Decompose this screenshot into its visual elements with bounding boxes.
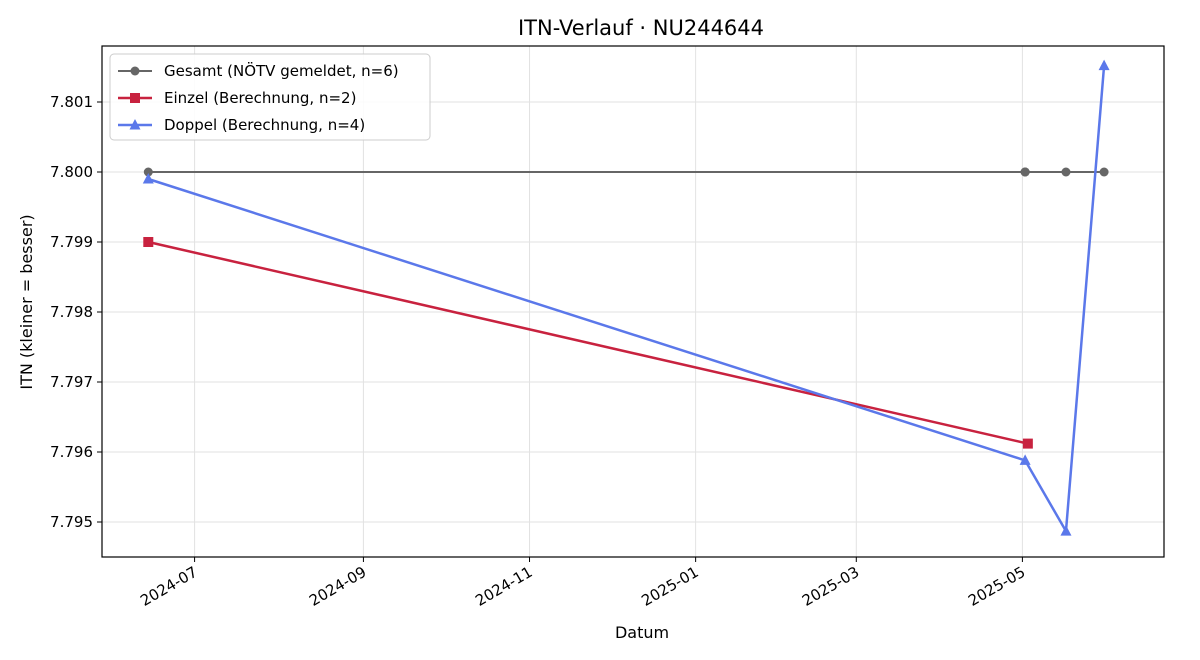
x-tick-label: 2025-01: [638, 563, 701, 610]
data-point: [143, 237, 154, 247]
y-tick-label: 7.800: [50, 163, 93, 181]
data-point: [1019, 454, 1031, 465]
legend-box: [109, 53, 431, 141]
y-axis-label: ITN (kleiner = besser): [17, 214, 36, 389]
series-circle: [143, 167, 1109, 177]
data-point: [1020, 167, 1030, 177]
data-point: [1099, 167, 1109, 177]
legend-marker: [130, 93, 140, 103]
legend: Gesamt (NÖTV gemeldet, n=6) Einzel (Berec…: [109, 53, 431, 141]
x-tick-label: 2024-11: [472, 563, 535, 610]
y-tick-label: 7.801: [50, 93, 93, 111]
x-tick-label: 2025-03: [799, 563, 862, 610]
y-tick-label: 7.795: [50, 513, 93, 531]
data-point: [143, 167, 153, 177]
y-tick-label: 7.796: [50, 443, 93, 461]
y-tick-label: 7.798: [50, 303, 93, 321]
series-triangle: [142, 59, 1110, 536]
legend-label: Gesamt (NÖTV gemeldet, n=6): [164, 61, 399, 80]
data-point: [1061, 167, 1071, 177]
x-axis: 2024-07 2024-09 2024-11 2025-01 2025-03 2025-…: [137, 557, 1028, 610]
x-tick-label: 2025-05: [965, 563, 1028, 610]
x-axis-label: Datum: [615, 623, 669, 642]
data-point: [1060, 525, 1072, 536]
legend-label: Doppel (Berechnung, n=4): [164, 116, 365, 134]
y-tick-label: 7.797: [50, 373, 93, 391]
plot-frame: [101, 45, 1165, 558]
legend-marker: [130, 66, 140, 76]
series-line: [147, 65, 1106, 533]
x-tick-label: 2024-07: [137, 563, 200, 610]
series-layer: [142, 59, 1110, 536]
data-point: [142, 173, 154, 184]
legend-marker: [129, 119, 141, 130]
y-axis: 7.795 7.796 7.797 7.798 7.799 7.800 7.801: [50, 93, 102, 531]
chart-title: ITN-Verlauf · NU244644: [518, 16, 764, 40]
y-tick-label: 7.799: [50, 233, 93, 251]
series-line: [148, 240, 1029, 445]
data-point: [1098, 59, 1110, 71]
series-square: [143, 237, 1033, 449]
data-point: [1022, 438, 1033, 449]
x-tick-label: 2024-09: [306, 563, 369, 610]
legend-label: Einzel (Berechnung, n=2): [164, 89, 356, 107]
